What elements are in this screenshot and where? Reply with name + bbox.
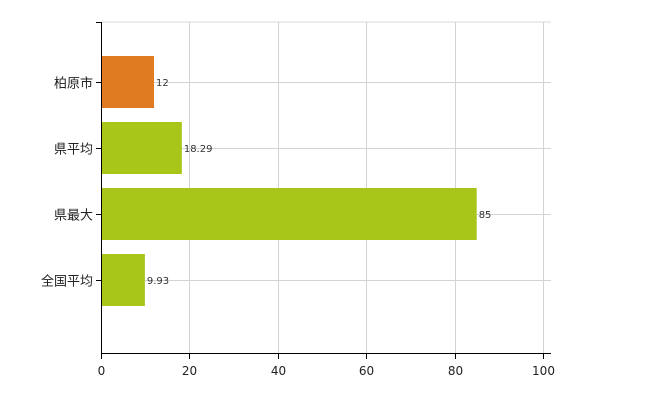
bar <box>102 122 182 174</box>
data-label: 85 <box>479 210 492 221</box>
x-tick-label: 20 <box>182 364 197 378</box>
bar <box>102 56 155 108</box>
category-label: 県最大 <box>54 209 93 224</box>
x-tick-label: 100 <box>532 364 555 378</box>
data-label: 18.29 <box>184 144 213 155</box>
category-label: 全国平均 <box>41 274 93 290</box>
bar <box>102 254 145 306</box>
x-tick-label: 0 <box>98 364 106 378</box>
x-tick-label: 60 <box>359 364 374 378</box>
x-tick-label: 40 <box>271 364 286 378</box>
bar <box>102 188 477 240</box>
x-tick-label: 80 <box>448 364 463 378</box>
data-label: 12 <box>156 78 169 89</box>
category-label: 柏原市 <box>54 76 93 92</box>
category-label: 県平均 <box>54 143 93 158</box>
axes <box>96 22 551 359</box>
bar-series <box>102 56 477 306</box>
data-label: 9.93 <box>147 276 169 287</box>
